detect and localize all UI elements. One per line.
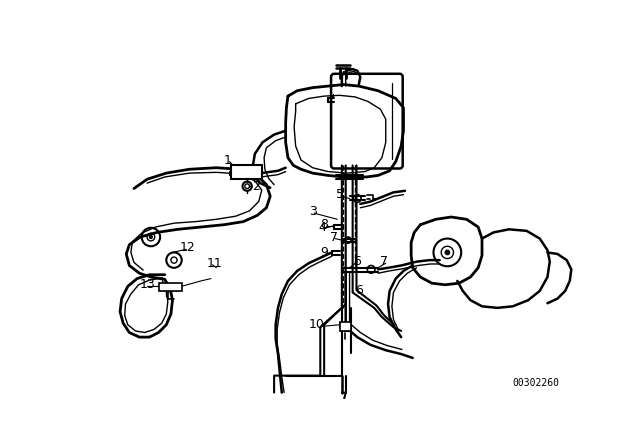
Text: 10: 10 bbox=[308, 318, 324, 332]
Text: 7: 7 bbox=[380, 255, 388, 268]
Text: 1: 1 bbox=[224, 154, 232, 167]
Text: 00302260: 00302260 bbox=[513, 378, 559, 388]
Text: 12: 12 bbox=[180, 241, 196, 254]
Text: 9: 9 bbox=[320, 246, 328, 259]
Circle shape bbox=[149, 236, 152, 238]
Text: 5: 5 bbox=[336, 188, 344, 201]
Bar bbox=[159, 283, 182, 291]
Text: 6: 6 bbox=[353, 255, 360, 268]
Circle shape bbox=[445, 250, 450, 255]
FancyBboxPatch shape bbox=[231, 165, 262, 179]
Text: 6: 6 bbox=[355, 284, 363, 297]
FancyBboxPatch shape bbox=[331, 74, 403, 168]
Text: 3: 3 bbox=[308, 205, 317, 218]
Text: 2: 2 bbox=[253, 180, 260, 193]
Text: 4: 4 bbox=[319, 220, 326, 233]
Text: 11: 11 bbox=[206, 257, 222, 270]
Text: 8: 8 bbox=[320, 218, 328, 231]
Bar bbox=[340, 322, 351, 331]
Text: 7: 7 bbox=[330, 231, 337, 244]
Text: 13: 13 bbox=[140, 278, 155, 291]
